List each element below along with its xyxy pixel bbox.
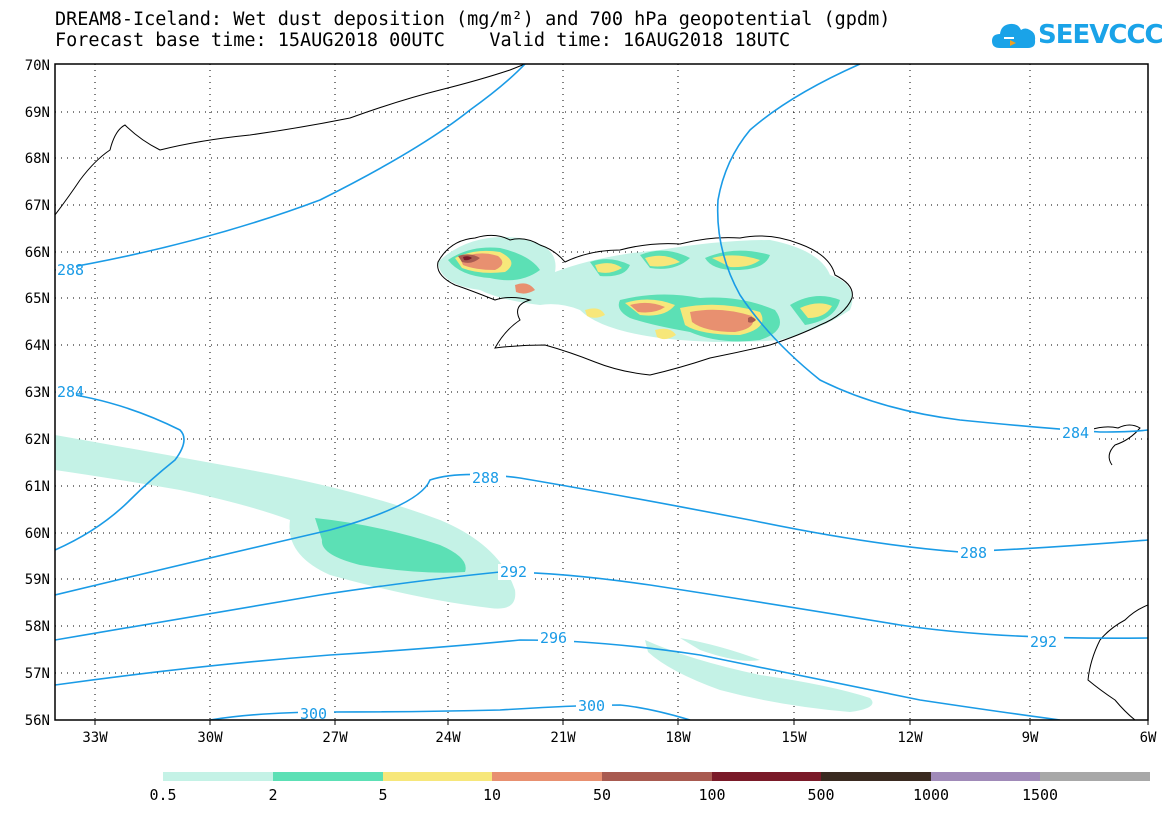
lon-label: 24W — [435, 730, 461, 746]
lat-label: 67N — [25, 198, 50, 214]
lon-label: 9W — [1022, 730, 1039, 746]
axis-ticks — [94, 720, 1149, 725]
legend-label: 500 — [807, 786, 834, 804]
lon-label: 27W — [322, 730, 348, 746]
lat-label: 66N — [25, 245, 50, 261]
lat-label: 57N — [25, 666, 50, 682]
lon-label: 15W — [781, 730, 807, 746]
legend-swatch — [492, 772, 602, 781]
lat-label: 58N — [25, 619, 50, 635]
legend-swatch — [383, 772, 492, 781]
contour-label: 288 — [57, 261, 84, 279]
longitude-labels: 33W 30W 27W 24W 21W 18W 15W 12W 9W 6W — [82, 730, 1157, 746]
legend-labels: 0.5 2 5 10 50 100 500 1000 1500 — [149, 786, 1058, 804]
contour-label: 292 — [1030, 633, 1057, 651]
legend-swatch — [1040, 772, 1150, 781]
deposition-area — [460, 253, 754, 332]
contour-label: 300 — [578, 697, 605, 715]
map-subtitle: Forecast base time: 15AUG2018 00UTC Vali… — [55, 30, 791, 51]
contour-label: 296 — [540, 629, 567, 647]
lat-label: 61N — [25, 479, 50, 495]
lon-label: 30W — [197, 730, 223, 746]
deposition-area — [55, 435, 516, 609]
lon-label: 21W — [550, 730, 576, 746]
coastline — [55, 64, 1148, 720]
deposition-area — [315, 518, 466, 573]
legend-label: 100 — [698, 786, 725, 804]
lat-label: 60N — [25, 526, 50, 542]
legend-label: 2 — [268, 786, 277, 804]
lon-label: 12W — [897, 730, 923, 746]
legend-swatch — [273, 772, 383, 781]
deposition-area — [590, 250, 840, 325]
lat-label: 63N — [25, 385, 50, 401]
lat-label: 70N — [25, 58, 50, 74]
geopotential-contours — [55, 64, 1148, 720]
lat-label: 68N — [25, 151, 50, 167]
legend-label: 5 — [378, 786, 387, 804]
latitude-labels: 70N 69N 68N 67N 66N 65N 64N 63N 62N 61N … — [25, 58, 50, 729]
contour-label: 300 — [300, 705, 327, 723]
map-frame — [54, 63, 1149, 721]
lat-label: 64N — [25, 338, 50, 354]
lat-label: 59N — [25, 572, 50, 588]
legend-label: 50 — [593, 786, 611, 804]
lon-label: 6W — [1140, 730, 1157, 746]
lon-label: 33W — [82, 730, 108, 746]
lat-label: 65N — [25, 291, 50, 307]
map-title: DREAM8-Iceland: Wet dust deposition (mg/… — [55, 9, 891, 30]
gridlines — [55, 64, 1148, 720]
contour-labels: 288 284 284 288 288 292 292 296 300 300 — [56, 261, 1094, 723]
lat-label: 56N — [25, 713, 50, 729]
lat-label: 62N — [25, 432, 50, 448]
logo-text: SEEVCCC — [1038, 20, 1164, 50]
legend-label: 0.5 — [149, 786, 176, 804]
deposition-area — [645, 640, 873, 712]
legend-label: 1500 — [1022, 786, 1058, 804]
contour-label: 288 — [960, 544, 987, 562]
cloud-icon — [992, 23, 1036, 48]
legend-swatch — [163, 772, 273, 781]
lon-label: 18W — [665, 730, 691, 746]
contour-label: 288 — [472, 469, 499, 487]
legend-swatch — [821, 772, 931, 781]
legend-label: 10 — [483, 786, 501, 804]
seevccc-logo: SEEVCCC — [988, 14, 1164, 56]
legend-swatch — [712, 772, 821, 781]
deposition-area — [680, 638, 760, 661]
contour-label: 292 — [500, 563, 527, 581]
contour-label: 284 — [57, 383, 84, 401]
contour-label: 284 — [1062, 424, 1089, 442]
legend-swatch — [602, 772, 712, 781]
legend-label: 1000 — [913, 786, 949, 804]
deposition-area — [748, 316, 756, 323]
legend-swatch — [931, 772, 1040, 781]
lat-label: 69N — [25, 105, 50, 121]
legend-colorbar — [163, 772, 1150, 781]
deposition-area — [463, 256, 472, 261]
